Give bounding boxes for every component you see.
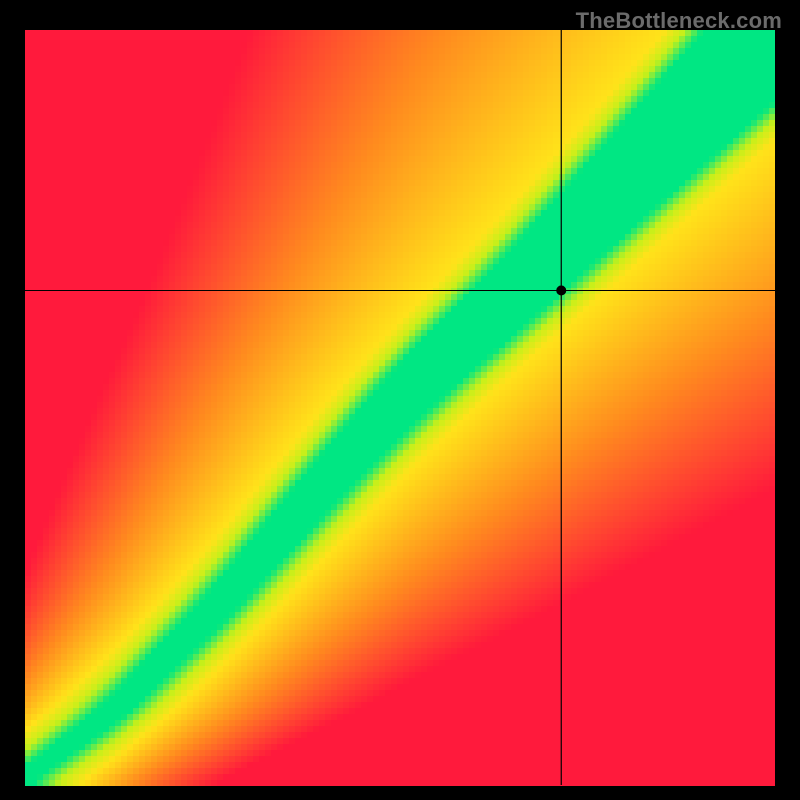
bottleneck-heatmap [0,0,800,800]
chart-container: TheBottleneck.com [0,0,800,800]
watermark-text: TheBottleneck.com [576,8,782,34]
